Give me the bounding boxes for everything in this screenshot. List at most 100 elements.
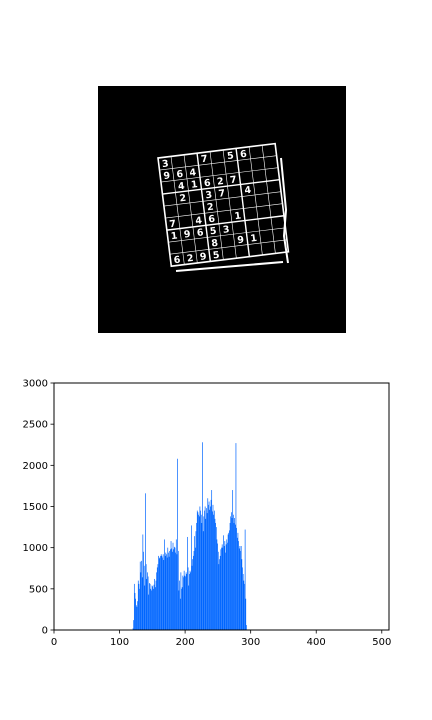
histogram-bar — [234, 518, 235, 630]
histogram-bar — [151, 590, 152, 630]
histogram-bar — [165, 556, 166, 630]
histogram-bar — [195, 548, 196, 630]
histogram-bar — [160, 556, 161, 630]
histogram-bar — [157, 567, 158, 630]
histogram-bar — [169, 557, 170, 630]
histogram-bar — [221, 548, 222, 630]
histogram-bar — [236, 443, 237, 630]
histogram-bar — [197, 511, 198, 630]
histogram-bar — [215, 519, 216, 630]
histogram-bar — [232, 518, 233, 630]
histogram-bar — [184, 576, 185, 630]
x-tick-label: 300 — [241, 637, 260, 648]
histogram-bar — [238, 533, 239, 630]
histogram-bar — [170, 549, 171, 630]
histogram-bar — [154, 579, 155, 630]
histogram-bar — [164, 539, 165, 630]
histogram-bar — [159, 558, 160, 630]
histogram-bar — [211, 490, 212, 630]
histogram-bar — [216, 527, 217, 630]
sudoku-digit: 1 — [190, 179, 198, 191]
histogram-bar — [149, 583, 150, 630]
histogram-bar — [182, 576, 183, 630]
histogram-bar — [207, 513, 208, 630]
histogram-bar — [213, 505, 214, 630]
x-tick-label: 500 — [372, 637, 391, 648]
histogram-bar — [136, 605, 137, 630]
sudoku-digit: 2 — [216, 176, 224, 188]
sudoku-image-panel: 3 7 5 69 6 44 1 6 2 72 3 7 427 4 6 11 9 6 5 38 9 16 2 9 5 — [98, 86, 346, 333]
histogram-bar — [169, 551, 170, 630]
histogram-bar — [211, 500, 212, 630]
histogram-bar — [222, 548, 223, 630]
histogram-bar — [167, 548, 168, 630]
histogram-bar — [200, 507, 201, 631]
histogram-bar — [213, 515, 214, 630]
y-tick-label: 500 — [29, 584, 48, 595]
histogram-bar — [193, 556, 194, 630]
histogram-bar — [171, 541, 172, 630]
histogram-bar — [204, 511, 205, 630]
histogram-bar — [233, 515, 234, 630]
histogram-bar — [153, 589, 154, 630]
histogram-bar — [135, 593, 136, 630]
histogram-bar — [161, 554, 162, 630]
sudoku-digit: 9 — [199, 251, 207, 263]
x-tick-label: 200 — [176, 637, 195, 648]
histogram-bar — [240, 546, 241, 630]
y-tick-label: 2000 — [23, 461, 48, 472]
histogram-bar — [205, 519, 206, 630]
histogram-bar — [181, 572, 182, 630]
histogram-bar — [174, 547, 175, 630]
histogram-bar — [200, 511, 201, 630]
histogram-bar — [224, 541, 225, 630]
histogram-bar — [163, 554, 164, 630]
histogram-bar — [221, 549, 222, 630]
x-tick-label: 100 — [110, 637, 129, 648]
sudoku-digit: 2 — [186, 253, 194, 265]
histogram-bar — [179, 581, 180, 630]
histogram-bar — [219, 564, 220, 630]
sudoku-digit: 2 — [179, 193, 187, 205]
histogram-bar — [182, 587, 183, 630]
sudoku-digit: 3 — [222, 224, 230, 236]
histogram-bar — [234, 523, 235, 630]
histogram-bar — [156, 581, 157, 630]
histogram-bar — [154, 585, 155, 630]
histogram-bar — [207, 498, 208, 630]
histogram-bar — [208, 505, 209, 630]
histogram-bar — [246, 625, 247, 630]
sudoku-digit: 9 — [237, 234, 245, 246]
sudoku-digit: 2 — [206, 202, 214, 214]
histogram-bar — [238, 541, 239, 630]
x-axis-ticks: 0 100 200 300 400 500 — [51, 630, 392, 648]
sudoku-digit: 3 — [205, 190, 213, 202]
histogram-bar — [239, 548, 240, 630]
histogram-bar — [156, 572, 157, 630]
sudoku-digit: 1 — [234, 210, 242, 222]
histogram-bar — [150, 584, 151, 630]
histogram-bar — [241, 546, 242, 630]
sudoku-digit: 1 — [170, 230, 178, 242]
histogram-bar — [226, 544, 227, 630]
sudoku-digit: 3 — [161, 158, 169, 170]
histogram-bar — [199, 516, 200, 630]
histogram-bar — [179, 590, 180, 630]
histogram-bar — [144, 586, 145, 630]
histogram-bar — [228, 534, 229, 630]
histogram-bar — [160, 558, 161, 630]
histogram-bar — [147, 572, 148, 630]
sudoku-digit: 9 — [183, 229, 191, 241]
histogram-bar — [192, 559, 193, 630]
histogram-bar — [191, 525, 192, 630]
histogram-bar — [230, 516, 231, 630]
y-tick-label: 3000 — [23, 379, 48, 390]
histogram-bar — [203, 516, 204, 630]
histogram-bar — [243, 574, 244, 630]
histogram-bar — [205, 507, 206, 631]
y-axis-ticks: 050010001500200025003000 — [23, 379, 54, 637]
histogram-bar — [210, 507, 211, 631]
histogram-bar — [173, 549, 174, 630]
histogram-bar — [203, 531, 204, 630]
histogram-bar — [138, 581, 139, 630]
